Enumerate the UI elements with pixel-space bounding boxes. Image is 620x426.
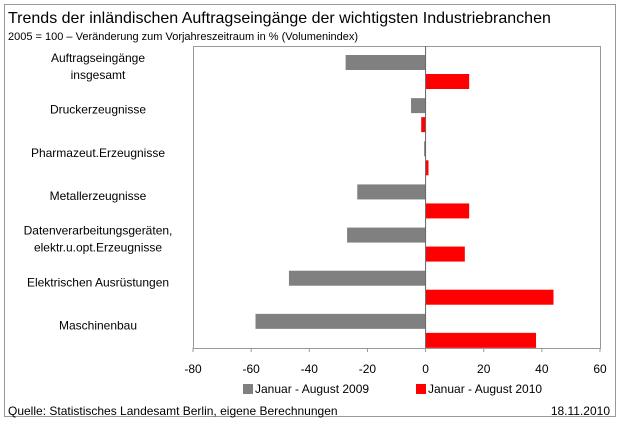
bar [288, 270, 426, 286]
bar [421, 117, 426, 133]
bar [425, 160, 429, 176]
chart-title: Trends der inländischen Auftragseingänge… [8, 10, 551, 27]
bar [425, 246, 465, 262]
x-tick-label: 0 [422, 362, 429, 376]
bar [425, 74, 470, 89]
legend-label: Januar - August 2009 [255, 382, 369, 396]
y-tick-label: Metallerzeugnisse [50, 189, 147, 203]
x-tick-label: 40 [535, 362, 549, 376]
legend-swatch [416, 384, 426, 394]
source: Quelle: Statistisches Landesamt Berlin, … [8, 404, 338, 418]
bar [255, 313, 426, 329]
date: 18.11.2010 [551, 404, 610, 418]
bar [425, 203, 470, 219]
y-tick-label: Elektrischen Ausrüstungen [27, 275, 169, 289]
bar [424, 141, 426, 157]
y-tick-label: Maschinenbau [59, 319, 137, 333]
y-tick-label: Druckerzeugnisse [50, 103, 146, 117]
x-tick-label: -20 [359, 362, 377, 376]
legend-label: Januar - August 2010 [428, 382, 542, 396]
chart-subtitle: 2005 = 100 – Veränderung zum Vorjahresze… [8, 31, 358, 43]
x-tick-label: 20 [477, 362, 491, 376]
x-tick-label: 60 [593, 362, 607, 376]
x-tick-label: -40 [301, 362, 319, 376]
y-tick-label: Datenverarbeitungsgeräten, elektr.u.opt.E… [24, 224, 173, 255]
legend-swatch [243, 384, 253, 394]
y-tick-label: Auftragseingänge insgesamt [51, 51, 145, 82]
bar [425, 289, 554, 305]
y-tick-label: Pharmazeut.Erzeugnisse [31, 146, 165, 160]
bar [411, 98, 426, 114]
bar [357, 184, 426, 200]
bar [345, 55, 426, 70]
bar [425, 332, 537, 348]
x-tick-label: -80 [184, 362, 202, 376]
bar [347, 227, 426, 243]
x-tick-label: -60 [242, 362, 260, 376]
plot-area [193, 46, 601, 349]
frame [4, 4, 616, 417]
